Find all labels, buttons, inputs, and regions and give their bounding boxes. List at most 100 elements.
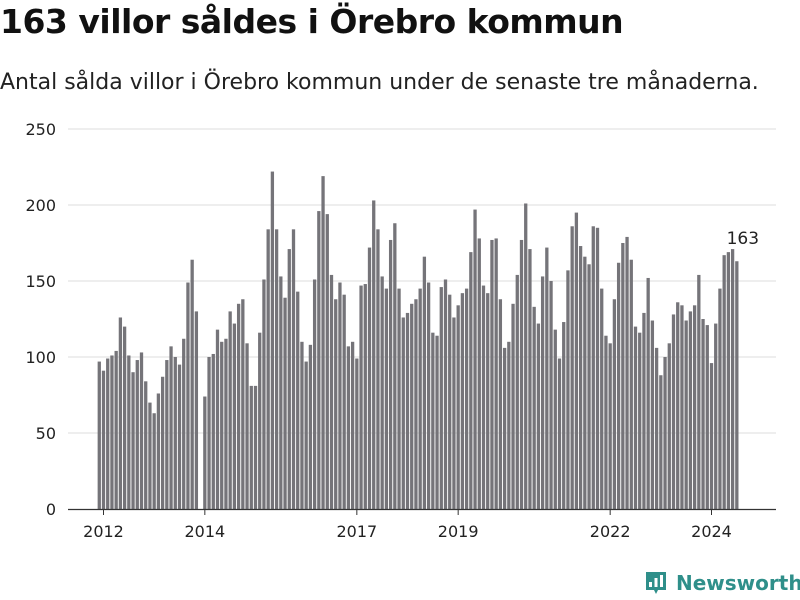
bar [165,360,169,509]
bar [684,320,688,509]
bar [553,329,557,509]
bar [274,229,279,509]
bar [131,372,135,509]
bar [667,343,671,509]
bar [355,358,359,509]
bar [726,252,731,509]
bar [638,332,642,509]
x-tick-label: 2017 [336,522,377,541]
bar [405,312,410,509]
bar [236,303,241,509]
bar [435,335,439,509]
bar [106,358,110,509]
y-tick-label: 50 [36,424,56,443]
bar [152,413,156,509]
bar [393,223,397,510]
bar [325,214,329,509]
bar [587,264,591,509]
bar [342,294,346,509]
bar [169,346,173,509]
y-tick-label: 0 [46,500,56,519]
bar [676,302,680,509]
bar [329,274,334,509]
bar [612,299,617,509]
bar [545,247,549,509]
bar [718,288,722,509]
bar [190,259,194,509]
bar [528,249,532,509]
bar [705,325,709,509]
bar [118,317,123,509]
bar [477,238,481,509]
bar [384,288,389,509]
bar [422,256,427,509]
x-tick-label: 2024 [691,522,732,541]
bar [110,355,114,509]
page-subtitle: Antal sålda villor i Örebro kommun under… [0,70,759,95]
x-tick-label: 2019 [438,522,479,541]
bar [566,270,570,509]
bar [338,282,342,509]
y-tick-label: 150 [25,272,56,291]
bar [452,317,456,509]
bar [709,363,714,509]
bar [481,285,486,509]
bar [439,287,443,509]
bar [536,323,541,509]
bar [397,288,401,509]
bar [659,375,663,509]
bar [228,311,232,509]
bar [431,332,435,509]
bar [688,311,693,509]
bar [414,299,418,509]
bar [372,200,376,509]
bar [574,212,579,509]
bar [650,320,655,509]
bar [122,326,127,509]
bar [418,288,422,509]
bar [266,229,270,509]
bar [464,288,469,509]
bar [249,385,253,509]
bar [279,276,283,509]
bar [304,361,308,509]
bar [207,357,211,509]
brand-logo: Newsworthy [644,570,800,596]
bar [540,276,545,509]
brand-name: Newsworthy [676,571,800,595]
bar [722,255,726,509]
bar [448,294,452,509]
bar [388,239,393,509]
bar [697,274,701,509]
bar [473,209,477,509]
highlight-value-label: 163 [727,229,759,249]
bar [714,323,718,509]
bar [591,226,595,509]
bar [654,347,659,509]
bar [456,305,460,509]
bar [460,293,465,509]
bar [671,314,676,509]
bar [220,341,224,509]
bar [595,227,600,510]
bar [182,338,186,509]
bar [735,261,739,509]
bar [498,299,503,509]
bar [578,246,583,510]
bar [608,343,612,509]
bar [486,293,490,509]
bar [502,347,507,509]
bar [490,239,494,509]
y-tick-label: 100 [25,348,56,367]
bar [692,305,697,509]
page-title: 163 villor såldes i Örebro kommun [0,2,624,41]
bar [300,341,304,509]
bar [203,396,207,509]
bar [583,256,587,509]
bar [245,343,249,509]
bar [549,281,553,509]
bar [258,332,262,509]
bar [532,306,536,509]
y-tick-label: 200 [25,196,56,215]
x-tick-label: 2012 [83,522,124,541]
